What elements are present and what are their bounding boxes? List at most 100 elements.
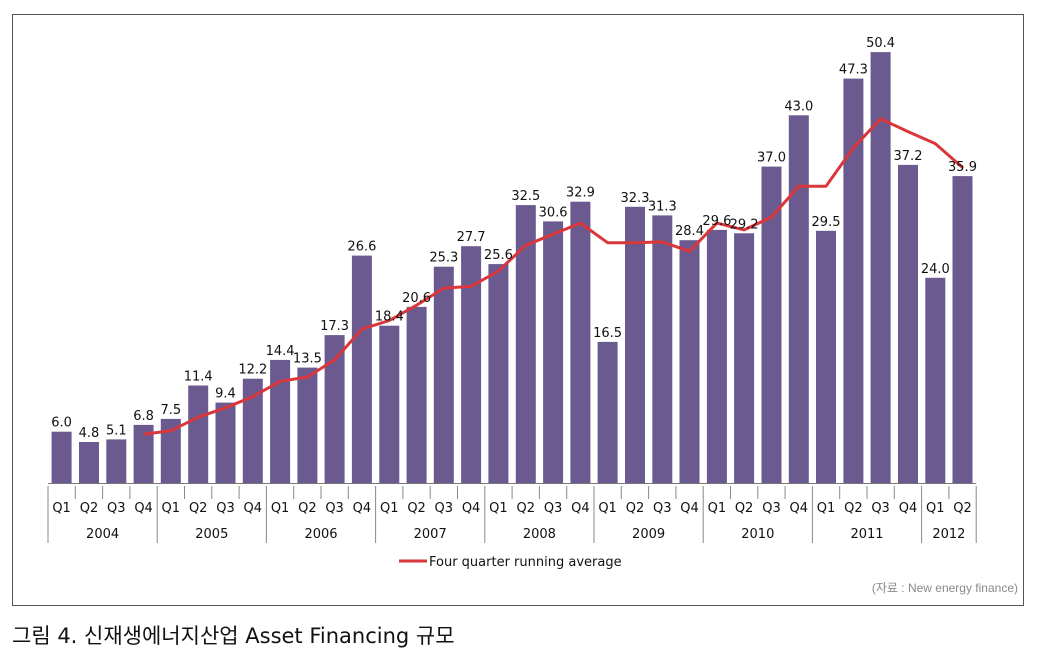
axis-layer: Q1 Q2 Q3 Q4 Q1 Q2 Q3 Q4 Q1 Q2 Q3 Q4 Q1 Q2 Q3 Q4 Q1 Q2 Q3 Q4… — [47, 483, 977, 543]
quarter-tick-label: Q3 — [216, 501, 235, 516]
bar-value-label: 5.1 — [106, 423, 127, 438]
bar-value-label: 14.4 — [266, 344, 295, 359]
bar-10 — [297, 367, 318, 483]
quarter-tick-label: Q1 — [926, 501, 945, 516]
quarter-tick-label: Q3 — [871, 501, 890, 516]
bar-value-label: 50.4 — [866, 36, 895, 51]
bar-9 — [270, 359, 291, 483]
quarter-tick-label: Q2 — [953, 501, 972, 516]
bar-23 — [652, 215, 673, 483]
bar-32 — [898, 164, 918, 483]
bar-34 — [952, 176, 973, 483]
bar-value-label: 35.9 — [948, 160, 977, 175]
quarter-tick-label: Q4 — [462, 501, 481, 516]
bar-value-label: 17.3 — [320, 319, 349, 334]
quarter-tick-label: Q3 — [325, 501, 344, 516]
quarter-tick-label: Q1 — [817, 501, 836, 516]
source-label: (자료 : New energy finance) — [872, 581, 1018, 595]
bar-value-label: 27.7 — [457, 230, 486, 245]
year-tick-label: 2010 — [741, 527, 774, 542]
quarter-tick-label: Q2 — [407, 501, 426, 516]
bar-2 — [79, 442, 99, 483]
quarter-tick-label: Q2 — [844, 501, 863, 516]
bar-21 — [597, 341, 618, 483]
line-layer — [143, 117, 964, 436]
quarter-tick-label: Q3 — [435, 501, 454, 516]
running-average-line — [143, 117, 964, 436]
bar-11 — [324, 335, 345, 483]
quarter-tick-label: Q4 — [790, 501, 809, 516]
bar-24 — [679, 240, 700, 483]
bar-value-label: 47.3 — [839, 63, 868, 78]
bar-5 — [160, 418, 181, 483]
bar-14 — [406, 306, 427, 483]
quarter-tick-label: Q2 — [189, 501, 208, 516]
quarter-tick-label: Q1 — [162, 501, 181, 516]
bar-value-label: 37.0 — [757, 151, 786, 166]
bar-value-label: 30.6 — [539, 205, 568, 220]
bar-value-label: 6.0 — [51, 416, 72, 431]
bar-value-label: 13.5 — [293, 352, 322, 367]
bar-19 — [543, 221, 564, 483]
bar-value-label: 20.6 — [402, 291, 431, 306]
bar-6 — [188, 385, 209, 483]
bar-30 — [843, 78, 864, 483]
bar-value-label: 24.0 — [921, 262, 950, 277]
bar-4 — [133, 424, 154, 483]
bar-26 — [734, 233, 755, 483]
quarter-tick-label: Q4 — [244, 501, 263, 516]
bar-value-label: 29.2 — [730, 217, 759, 232]
quarter-tick-label: Q1 — [708, 501, 727, 516]
bar-1 — [51, 431, 72, 483]
year-tick-label: 2009 — [632, 527, 665, 542]
bar-value-label: 32.5 — [511, 189, 540, 204]
bar-value-label: 32.3 — [621, 191, 650, 206]
quarter-tick-label: Q2 — [80, 501, 99, 516]
bar-value-label: 6.8 — [133, 409, 154, 424]
bar-3 — [106, 439, 127, 483]
quarter-tick-label: Q1 — [380, 501, 399, 516]
quarter-tick-label: Q4 — [899, 501, 918, 516]
bar-16 — [461, 246, 482, 483]
quarter-tick-label: Q4 — [353, 501, 372, 516]
bar-8 — [242, 378, 263, 483]
quarter-tick-label: Q2 — [626, 501, 645, 516]
bar-value-label: 16.5 — [593, 326, 622, 341]
year-tick-label: 2008 — [523, 527, 556, 542]
bar-27 — [761, 166, 782, 483]
bar-value-label: 12.2 — [238, 363, 267, 378]
bar-31 — [870, 52, 891, 483]
bar-value-label: 25.3 — [429, 251, 458, 266]
bar-value-label: 32.9 — [566, 186, 595, 201]
bar-value-label: 31.3 — [648, 199, 677, 214]
quarter-tick-label: Q4 — [680, 501, 699, 516]
bar-25 — [706, 229, 727, 483]
quarter-tick-label: Q4 — [134, 501, 153, 516]
quarter-tick-label: Q3 — [762, 501, 781, 516]
quarter-tick-label: Q3 — [107, 501, 126, 516]
bar-20 — [570, 201, 591, 483]
quarter-tick-label: Q1 — [489, 501, 508, 516]
year-tick-label: 2012 — [932, 527, 965, 542]
quarter-tick-label: Q4 — [571, 501, 590, 516]
bar-value-label: 43.0 — [784, 99, 813, 114]
bar-15 — [433, 266, 454, 483]
bar-value-label: 4.8 — [79, 426, 100, 441]
bar-value-label: 28.4 — [675, 224, 704, 239]
bar-value-label: 26.6 — [347, 240, 376, 255]
labels-layer: 6.0 4.8 5.1 6.8 7.5 11.49.412.2 14.413.5 17.3 26… — [51, 36, 977, 441]
quarter-tick-label: Q2 — [517, 501, 536, 516]
bar-value-label: 9.4 — [215, 387, 236, 402]
bar-value-label: 11.4 — [184, 370, 213, 385]
quarter-tick-label: Q2 — [298, 501, 317, 516]
bar-value-label: 37.2 — [894, 149, 923, 164]
bars-layer — [51, 52, 973, 484]
quarter-tick-label: Q2 — [735, 501, 754, 516]
legend: Four quarter running average — [399, 555, 622, 570]
quarter-tick-label: Q3 — [653, 501, 672, 516]
bar-22 — [625, 206, 645, 484]
bar-12 — [351, 255, 372, 483]
legend-label: Four quarter running average — [429, 555, 622, 570]
quarter-tick-label: Q1 — [271, 501, 290, 516]
year-tick-label: 2006 — [304, 527, 337, 542]
